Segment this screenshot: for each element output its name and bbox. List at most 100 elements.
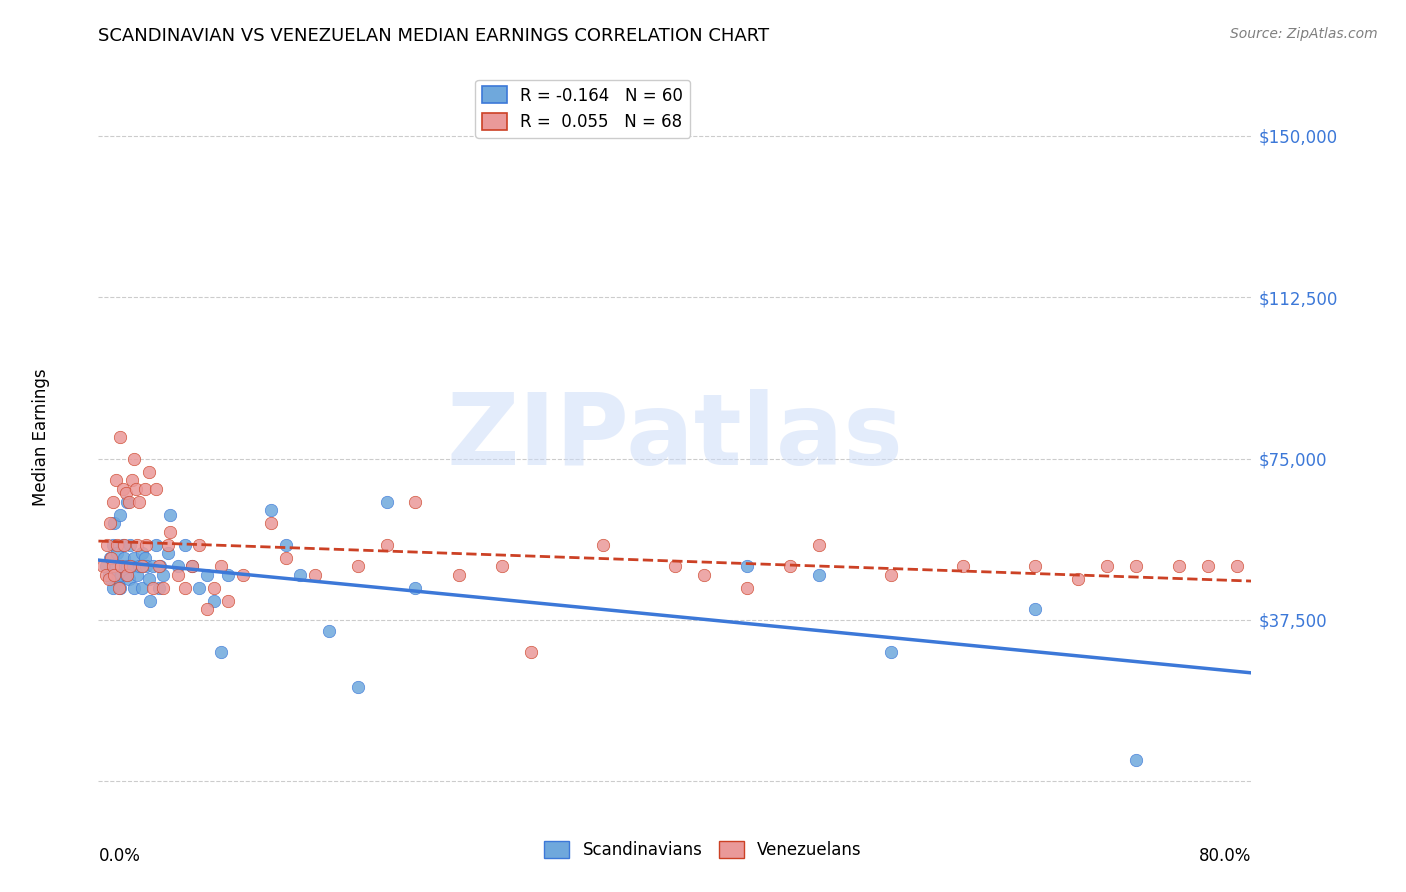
Point	[807, 567, 830, 582]
Point	[447, 567, 470, 582]
Point	[110, 559, 132, 574]
Text: Source: ZipAtlas.com: Source: ZipAtlas.com	[1230, 27, 1378, 41]
Point	[1125, 559, 1147, 574]
Point	[100, 572, 122, 586]
Point	[105, 546, 128, 560]
Point	[110, 567, 132, 582]
Point	[117, 567, 139, 582]
Point	[1168, 559, 1191, 574]
Point	[139, 593, 162, 607]
Point	[274, 550, 297, 565]
Point	[1125, 753, 1147, 767]
Text: Median Earnings: Median Earnings	[32, 368, 49, 506]
Point	[121, 559, 143, 574]
Point	[217, 593, 239, 607]
Point	[217, 567, 239, 582]
Point	[188, 538, 211, 552]
Point	[195, 602, 218, 616]
Point	[101, 494, 124, 508]
Point	[101, 559, 124, 574]
Point	[117, 559, 139, 574]
Point	[100, 550, 122, 565]
Point	[375, 538, 398, 552]
Point	[124, 550, 146, 565]
Point	[159, 524, 181, 539]
Point	[152, 567, 174, 582]
Point	[149, 559, 172, 574]
Point	[735, 559, 758, 574]
Text: 0.0%: 0.0%	[98, 847, 141, 864]
Point	[1067, 572, 1090, 586]
Point	[174, 581, 197, 595]
Point	[693, 567, 716, 582]
Point	[209, 559, 232, 574]
Point	[138, 572, 160, 586]
Point	[346, 680, 368, 694]
Point	[104, 559, 127, 574]
Point	[148, 581, 170, 595]
Point	[108, 430, 131, 444]
Point	[148, 559, 170, 574]
Point	[152, 581, 174, 595]
Point	[107, 572, 129, 586]
Point	[134, 482, 156, 496]
Point	[304, 567, 326, 582]
Point	[735, 581, 758, 595]
Point	[156, 538, 179, 552]
Point	[1197, 559, 1219, 574]
Legend: R = -0.164   N = 60, R =  0.055   N = 68: R = -0.164 N = 60, R = 0.055 N = 68	[475, 79, 690, 137]
Point	[127, 538, 149, 552]
Point	[112, 538, 135, 552]
Point	[134, 550, 156, 565]
Point	[111, 538, 134, 552]
Point	[98, 516, 121, 530]
Point	[117, 494, 139, 508]
Point	[128, 494, 150, 508]
Point	[166, 567, 188, 582]
Point	[94, 567, 117, 582]
Point	[346, 559, 368, 574]
Point	[1024, 602, 1046, 616]
Point	[202, 581, 225, 595]
Point	[1024, 559, 1046, 574]
Point	[105, 538, 128, 552]
Point	[112, 550, 135, 565]
Point	[188, 581, 211, 595]
Point	[142, 559, 165, 574]
Point	[131, 581, 153, 595]
Point	[124, 451, 146, 466]
Point	[96, 538, 118, 552]
Point	[135, 559, 157, 574]
Point	[664, 559, 686, 574]
Point	[174, 538, 197, 552]
Point	[159, 508, 181, 522]
Point	[98, 550, 121, 565]
Point	[135, 538, 157, 552]
Point	[127, 567, 149, 582]
Point	[118, 494, 141, 508]
Point	[1226, 559, 1249, 574]
Point	[274, 538, 297, 552]
Point	[202, 593, 225, 607]
Point	[138, 465, 160, 479]
Point	[118, 572, 141, 586]
Point	[145, 482, 167, 496]
Point	[166, 559, 188, 574]
Point	[318, 624, 340, 638]
Point	[231, 567, 254, 582]
Point	[111, 482, 134, 496]
Point	[125, 482, 148, 496]
Point	[101, 581, 124, 595]
Point	[108, 508, 131, 522]
Point	[105, 567, 128, 582]
Text: 80.0%: 80.0%	[1199, 847, 1251, 864]
Point	[491, 559, 513, 574]
Point	[114, 486, 136, 500]
Point	[405, 494, 427, 508]
Point	[97, 567, 120, 582]
Point	[104, 473, 127, 487]
Point	[880, 645, 903, 659]
Point	[156, 546, 179, 560]
Point	[181, 559, 204, 574]
Point	[260, 516, 283, 530]
